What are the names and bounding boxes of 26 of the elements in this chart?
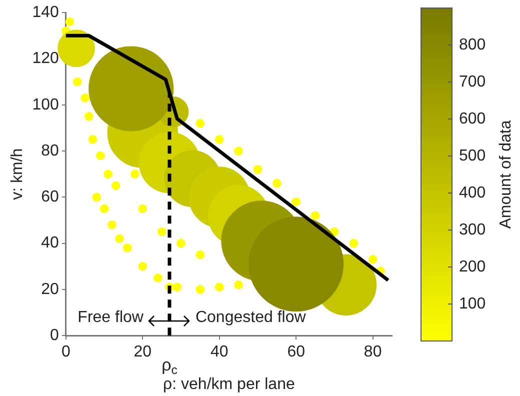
annotation: Free flow (78, 309, 144, 326)
y-tick-label: 60 (41, 188, 59, 206)
color-bar-label: 400 (459, 184, 486, 202)
y-tick-label: 100 (32, 96, 59, 114)
color-bar-label: 100 (459, 295, 486, 312)
x-tick-label: 0 (61, 344, 70, 361)
color-bar-label: 700 (459, 73, 486, 90)
y-tick-label: 0 (50, 327, 59, 344)
y-tick-label: 140 (32, 4, 59, 22)
color-bar-title: Amount of data (497, 120, 514, 229)
color-bar-label: 800 (459, 36, 486, 54)
x-axis-title: ρ: veh/km per lane (163, 376, 295, 393)
x-tick-label: 80 (364, 344, 382, 361)
y-tick-label: 40 (41, 234, 59, 252)
color-bar-label: 500 (459, 147, 486, 164)
color-bar-label: 300 (459, 221, 486, 238)
x-tick-label: 60 (287, 344, 306, 361)
color-bar-label: 200 (459, 258, 486, 276)
annotation: Congested flow (195, 309, 306, 326)
y-axis-title: v: km/h (9, 148, 26, 200)
y-tick-label: 120 (32, 50, 59, 68)
x-tick-label: 40 (210, 344, 228, 361)
x-tick-label: 20 (134, 344, 152, 361)
color-bar-label: 600 (459, 110, 486, 128)
y-tick-label: 80 (41, 142, 59, 160)
y-tick-label: 20 (41, 280, 59, 298)
